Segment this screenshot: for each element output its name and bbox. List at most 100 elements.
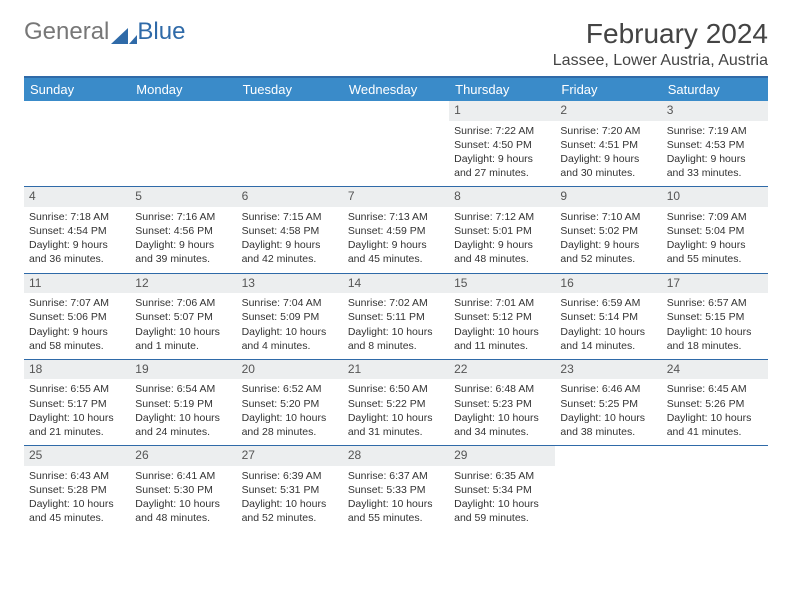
sunrise-text: Sunrise: 7:20 AM [560, 124, 656, 138]
calendar-cell: 28Sunrise: 6:37 AMSunset: 5:33 PMDayligh… [343, 446, 449, 532]
day-number: 24 [662, 360, 768, 380]
daylight1-text: Daylight: 9 hours [454, 238, 550, 252]
sunset-text: Sunset: 5:17 PM [29, 397, 125, 411]
calendar-week-row: 25Sunrise: 6:43 AMSunset: 5:28 PMDayligh… [24, 446, 768, 532]
day-number: 8 [449, 187, 555, 207]
day-details: Sunrise: 6:48 AMSunset: 5:23 PMDaylight:… [449, 379, 555, 445]
calendar-cell: 11Sunrise: 7:07 AMSunset: 5:06 PMDayligh… [24, 273, 130, 359]
day-details: Sunrise: 6:59 AMSunset: 5:14 PMDaylight:… [555, 293, 661, 359]
daylight1-text: Daylight: 9 hours [667, 152, 763, 166]
daylight2-text: and 36 minutes. [29, 252, 125, 266]
calendar-cell [24, 101, 130, 187]
sunrise-text: Sunrise: 7:18 AM [29, 210, 125, 224]
sunrise-text: Sunrise: 7:01 AM [454, 296, 550, 310]
calendar-cell: 23Sunrise: 6:46 AMSunset: 5:25 PMDayligh… [555, 359, 661, 445]
day-details: Sunrise: 7:15 AMSunset: 4:58 PMDaylight:… [237, 207, 343, 273]
header: General Blue February 2024 Lassee, Lower… [24, 18, 768, 70]
day-number: 23 [555, 360, 661, 380]
sunrise-text: Sunrise: 6:48 AM [454, 382, 550, 396]
daylight2-text: and 58 minutes. [29, 339, 125, 353]
sunrise-text: Sunrise: 7:16 AM [135, 210, 231, 224]
daylight1-text: Daylight: 10 hours [454, 325, 550, 339]
calendar-cell: 16Sunrise: 6:59 AMSunset: 5:14 PMDayligh… [555, 273, 661, 359]
day-number: 3 [662, 101, 768, 121]
day-number: 9 [555, 187, 661, 207]
day-number: 10 [662, 187, 768, 207]
calendar-body: 1Sunrise: 7:22 AMSunset: 4:50 PMDaylight… [24, 101, 768, 531]
daylight2-text: and 18 minutes. [667, 339, 763, 353]
sunset-text: Sunset: 5:26 PM [667, 397, 763, 411]
daylight2-text: and 52 minutes. [242, 511, 338, 525]
weekday-header: Monday [130, 78, 236, 101]
sunrise-text: Sunrise: 7:02 AM [348, 296, 444, 310]
sunrise-text: Sunrise: 7:13 AM [348, 210, 444, 224]
daylight1-text: Daylight: 10 hours [29, 497, 125, 511]
calendar-cell: 9Sunrise: 7:10 AMSunset: 5:02 PMDaylight… [555, 187, 661, 273]
sunrise-text: Sunrise: 6:45 AM [667, 382, 763, 396]
calendar-cell: 10Sunrise: 7:09 AMSunset: 5:04 PMDayligh… [662, 187, 768, 273]
calendar-cell: 18Sunrise: 6:55 AMSunset: 5:17 PMDayligh… [24, 359, 130, 445]
sunset-text: Sunset: 4:54 PM [29, 224, 125, 238]
daylight2-text: and 45 minutes. [348, 252, 444, 266]
day-details: Sunrise: 7:22 AMSunset: 4:50 PMDaylight:… [449, 121, 555, 187]
day-details: Sunrise: 6:35 AMSunset: 5:34 PMDaylight:… [449, 466, 555, 532]
sunrise-text: Sunrise: 6:52 AM [242, 382, 338, 396]
daylight2-text: and 8 minutes. [348, 339, 444, 353]
daylight1-text: Daylight: 10 hours [29, 411, 125, 425]
sunset-text: Sunset: 5:07 PM [135, 310, 231, 324]
daylight1-text: Daylight: 10 hours [454, 411, 550, 425]
daylight2-text: and 24 minutes. [135, 425, 231, 439]
sunset-text: Sunset: 5:04 PM [667, 224, 763, 238]
daylight1-text: Daylight: 10 hours [242, 411, 338, 425]
daylight1-text: Daylight: 10 hours [135, 325, 231, 339]
weekday-header: Tuesday [237, 78, 343, 101]
daylight2-text: and 55 minutes. [667, 252, 763, 266]
calendar-cell: 27Sunrise: 6:39 AMSunset: 5:31 PMDayligh… [237, 446, 343, 532]
logo-triangle-icon [111, 23, 137, 41]
calendar-cell: 8Sunrise: 7:12 AMSunset: 5:01 PMDaylight… [449, 187, 555, 273]
daylight1-text: Daylight: 9 hours [348, 238, 444, 252]
day-details: Sunrise: 7:06 AMSunset: 5:07 PMDaylight:… [130, 293, 236, 359]
day-details: Sunrise: 7:18 AMSunset: 4:54 PMDaylight:… [24, 207, 130, 273]
calendar-cell [662, 446, 768, 532]
day-details: Sunrise: 7:16 AMSunset: 4:56 PMDaylight:… [130, 207, 236, 273]
day-details: Sunrise: 7:07 AMSunset: 5:06 PMDaylight:… [24, 293, 130, 359]
day-number: 14 [343, 274, 449, 294]
daylight2-text: and 42 minutes. [242, 252, 338, 266]
daylight1-text: Daylight: 10 hours [667, 411, 763, 425]
day-details: Sunrise: 7:02 AMSunset: 5:11 PMDaylight:… [343, 293, 449, 359]
calendar-week-row: 18Sunrise: 6:55 AMSunset: 5:17 PMDayligh… [24, 359, 768, 445]
sunrise-text: Sunrise: 7:07 AM [29, 296, 125, 310]
day-details: Sunrise: 6:43 AMSunset: 5:28 PMDaylight:… [24, 466, 130, 532]
day-number: 19 [130, 360, 236, 380]
day-number: 4 [24, 187, 130, 207]
sunset-text: Sunset: 5:11 PM [348, 310, 444, 324]
day-details: Sunrise: 6:55 AMSunset: 5:17 PMDaylight:… [24, 379, 130, 445]
location-text: Lassee, Lower Austria, Austria [553, 52, 768, 70]
calendar-week-row: 4Sunrise: 7:18 AMSunset: 4:54 PMDaylight… [24, 187, 768, 273]
sunrise-text: Sunrise: 6:46 AM [560, 382, 656, 396]
daylight1-text: Daylight: 10 hours [135, 411, 231, 425]
calendar-cell: 3Sunrise: 7:19 AMSunset: 4:53 PMDaylight… [662, 101, 768, 187]
weekday-header: Saturday [662, 78, 768, 101]
sunrise-text: Sunrise: 7:15 AM [242, 210, 338, 224]
daylight2-text: and 34 minutes. [454, 425, 550, 439]
day-number: 29 [449, 446, 555, 466]
daylight1-text: Daylight: 10 hours [348, 325, 444, 339]
daylight2-text: and 21 minutes. [29, 425, 125, 439]
sunrise-text: Sunrise: 7:10 AM [560, 210, 656, 224]
logo-text-2: Blue [137, 18, 185, 46]
day-number: 27 [237, 446, 343, 466]
daylight2-text: and 59 minutes. [454, 511, 550, 525]
sunset-text: Sunset: 5:22 PM [348, 397, 444, 411]
sunrise-text: Sunrise: 6:35 AM [454, 469, 550, 483]
daylight1-text: Daylight: 9 hours [454, 152, 550, 166]
calendar-cell: 22Sunrise: 6:48 AMSunset: 5:23 PMDayligh… [449, 359, 555, 445]
daylight1-text: Daylight: 9 hours [135, 238, 231, 252]
day-number: 26 [130, 446, 236, 466]
sunset-text: Sunset: 5:28 PM [29, 483, 125, 497]
calendar-cell [237, 101, 343, 187]
sunset-text: Sunset: 4:50 PM [454, 138, 550, 152]
sunrise-text: Sunrise: 6:55 AM [29, 382, 125, 396]
daylight1-text: Daylight: 9 hours [29, 238, 125, 252]
